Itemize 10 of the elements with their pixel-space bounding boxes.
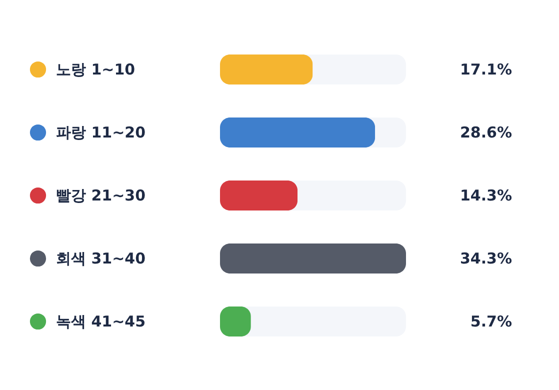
data-label: 17.1%	[460, 60, 512, 78]
y-tick-label: 녹색 41~45	[56, 312, 146, 330]
y-tick-label: 회색 31~40	[56, 250, 146, 268]
data-label: 28.6%	[460, 124, 512, 142]
data-label: 34.3%	[460, 250, 512, 268]
data-label: 14.3%	[460, 186, 512, 204]
y-tick-label: 빨강 21~30	[56, 186, 146, 204]
y-tick-label: 노랑 1~10	[56, 60, 136, 78]
data-label: 5.7%	[470, 312, 512, 330]
y-tick-label: 파랑 11~20	[56, 124, 146, 142]
